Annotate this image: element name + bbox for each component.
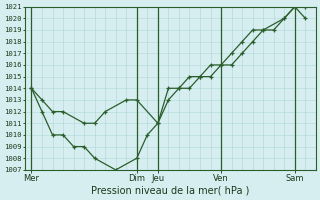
X-axis label: Pression niveau de la mer( hPa ): Pression niveau de la mer( hPa ): [91, 186, 250, 196]
